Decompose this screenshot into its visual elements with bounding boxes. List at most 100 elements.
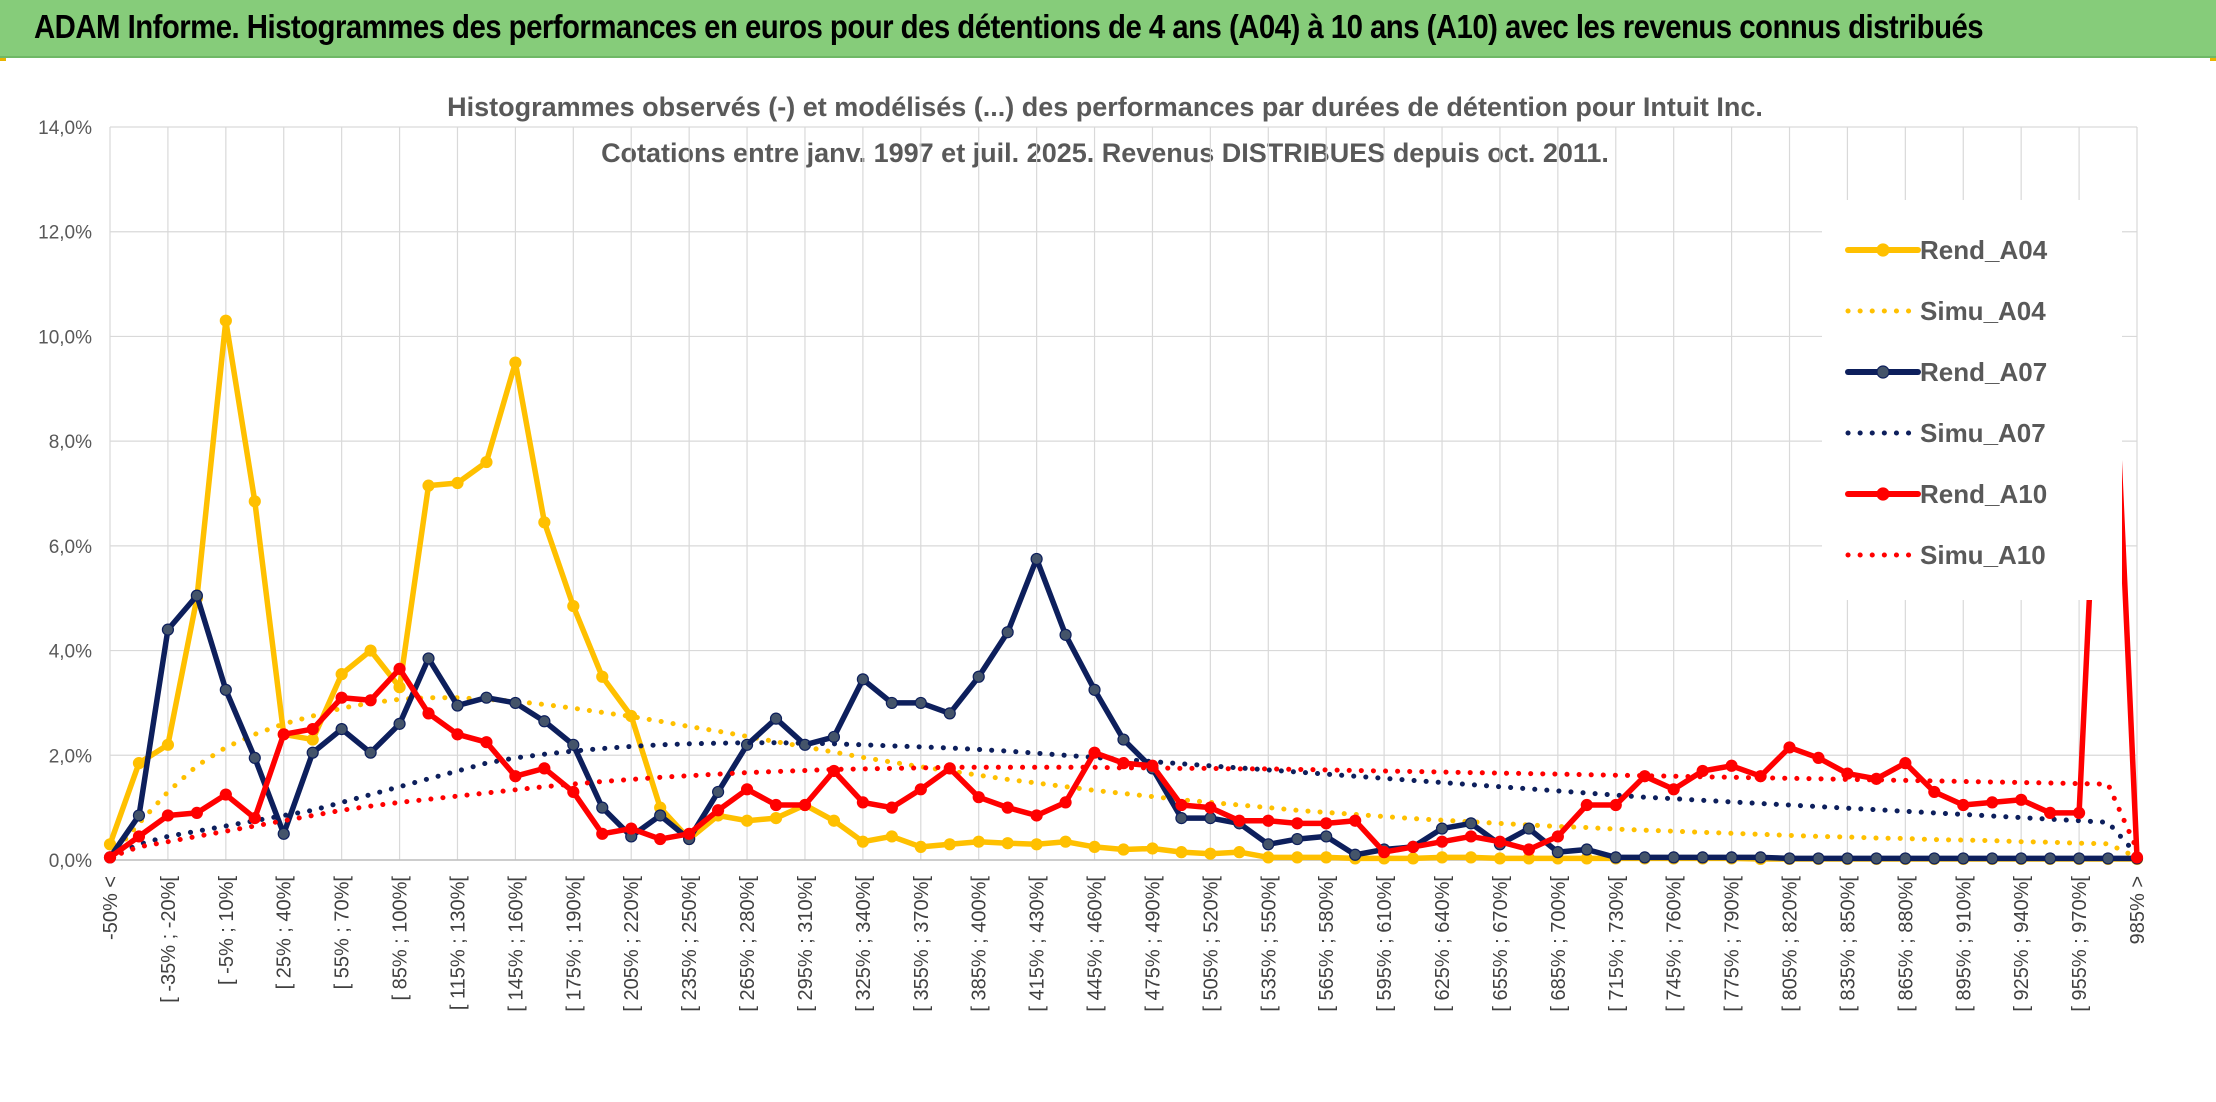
data-point-rend-a07 [509,696,522,710]
data-point-rend-a07 [1986,852,1999,865]
y-tick-label: 2,0% [49,746,92,767]
data-point-rend-a10 [132,830,146,843]
data-point-rend-a07 [856,673,869,686]
legend-marker-rend-a10 [1876,487,1890,501]
data-point-rend-a07 [2072,852,2086,865]
data-point-rend-a10 [1957,798,1970,812]
data-point-rend-a10 [248,812,261,825]
data-point-rend-a07 [132,809,146,822]
x-tick-label: [ 745% ; 760%[ [1664,876,1686,1012]
data-point-rend-a07 [1088,683,1101,696]
data-point-rend-a10 [1609,798,1622,812]
data-point-rend-a07 [827,730,841,744]
data-point-rend-a04 [1146,842,1159,855]
x-tick-label: 985% > [2127,876,2149,944]
x-tick-label: [ 415% ; 430%[ [1027,876,1049,1012]
legend-background [1822,200,2122,600]
data-point-rend-a10 [1986,796,1999,809]
data-point-rend-a07 [1696,851,1709,864]
data-point-rend-a10 [538,762,551,775]
data-point-rend-a10 [596,827,609,840]
data-point-rend-a07 [1870,852,1883,865]
x-tick-label: [ 355% ; 370%[ [911,876,933,1012]
x-tick-label: [ 145% ; 160%[ [505,876,527,1012]
data-point-rend-a10 [1059,796,1072,809]
data-point-rend-a07 [480,691,493,704]
data-point-rend-a10 [885,801,898,814]
data-point-rend-a04 [1204,847,1217,860]
data-point-rend-a04 [1262,851,1275,864]
data-point-rend-a07 [1291,832,1304,846]
data-point-rend-a04 [1001,837,1014,850]
series-rend-a07 [103,552,2144,865]
data-point-rend-a10 [1899,757,1912,770]
data-point-rend-a10 [1580,798,1593,812]
data-point-rend-a04 [1435,851,1449,864]
x-tick-label: -50% < [100,876,122,940]
data-point-rend-a04 [943,838,956,851]
data-point-rend-a07 [1435,822,1449,835]
data-point-rend-a07 [1638,851,1651,864]
legend-label-rend-a04: Rend_A04 [1920,235,2048,265]
x-tick-label: [ 595% ; 610%[ [1374,876,1396,1012]
y-tick-label: 8,0% [49,432,92,453]
data-point-rend-a07 [1030,552,1043,566]
data-point-rend-a07 [451,699,464,712]
legend-marker-rend-a07 [1876,365,1890,379]
data-point-rend-a04 [769,812,783,825]
data-point-rend-a10 [1928,785,1941,799]
data-point-rend-a10 [277,728,290,741]
data-point-rend-a07 [219,683,232,696]
series-line-simu-a10 [107,764,2140,860]
x-tick-label: [ 85% ; 100%[ [390,876,412,1001]
data-point-rend-a07 [335,723,348,736]
data-point-rend-a04 [103,838,117,851]
legend: Rend_A04 Simu_A04 Rend_A07 Simu_A07 Rend_A10… [1822,200,2122,600]
data-point-rend-a07 [161,623,175,636]
data-point-rend-a04 [422,479,435,492]
data-point-rend-a07 [248,751,261,765]
x-tick-label: [ 655% ; 670%[ [1490,876,1512,1012]
data-point-rend-a04 [335,668,348,681]
data-point-rend-a10 [1725,759,1738,772]
data-point-rend-a10 [798,798,812,812]
x-tick-label: [ 535% ; 550%[ [1258,876,1280,1012]
data-point-rend-a10 [1030,809,1043,822]
x-tick-label: [ 25% ; 40%[ [274,876,296,990]
data-point-rend-a10 [219,788,232,801]
data-point-rend-a10 [451,728,464,741]
data-point-rend-a07 [596,801,609,814]
corner-mark-right [2210,58,2216,61]
data-point-rend-a10 [2015,793,2028,806]
data-point-rend-a10 [740,783,754,796]
data-point-rend-a10 [422,707,435,720]
data-point-rend-a10 [625,822,638,835]
data-point-rend-a04 [1291,851,1304,864]
data-point-rend-a07 [2044,852,2057,865]
data-point-rend-a07 [769,712,783,725]
y-tick-label: 14,0% [38,118,92,139]
data-point-rend-a04 [393,681,406,694]
x-tick-label: [ 295% ; 310%[ [795,876,817,1012]
data-point-rend-a07 [2015,852,2028,865]
x-tick-label: [ 685% ; 700%[ [1548,876,1570,1012]
data-point-rend-a10 [654,832,667,846]
legend-label-rend-a07: Rend_A07 [1920,357,2047,387]
data-point-rend-a07 [306,746,319,759]
data-point-rend-a10 [1493,835,1507,848]
data-point-rend-a07 [1204,812,1217,825]
data-point-rend-a10 [567,785,580,799]
data-point-rend-a04 [1406,852,1420,865]
x-tick-label: [ 175% ; 190%[ [563,876,585,1012]
x-tick-label: [ 805% ; 820%[ [1780,876,1802,1012]
data-point-rend-a10 [335,691,348,704]
x-tick-label: [ 235% ; 250%[ [679,876,701,1012]
data-point-rend-a10 [161,809,175,822]
x-tick-label: [ 505% ; 520%[ [1200,876,1222,1012]
data-point-rend-a07 [1320,830,1333,843]
data-point-rend-a10 [364,694,377,707]
data-point-rend-a07 [277,827,290,840]
data-point-rend-a10 [480,736,493,749]
